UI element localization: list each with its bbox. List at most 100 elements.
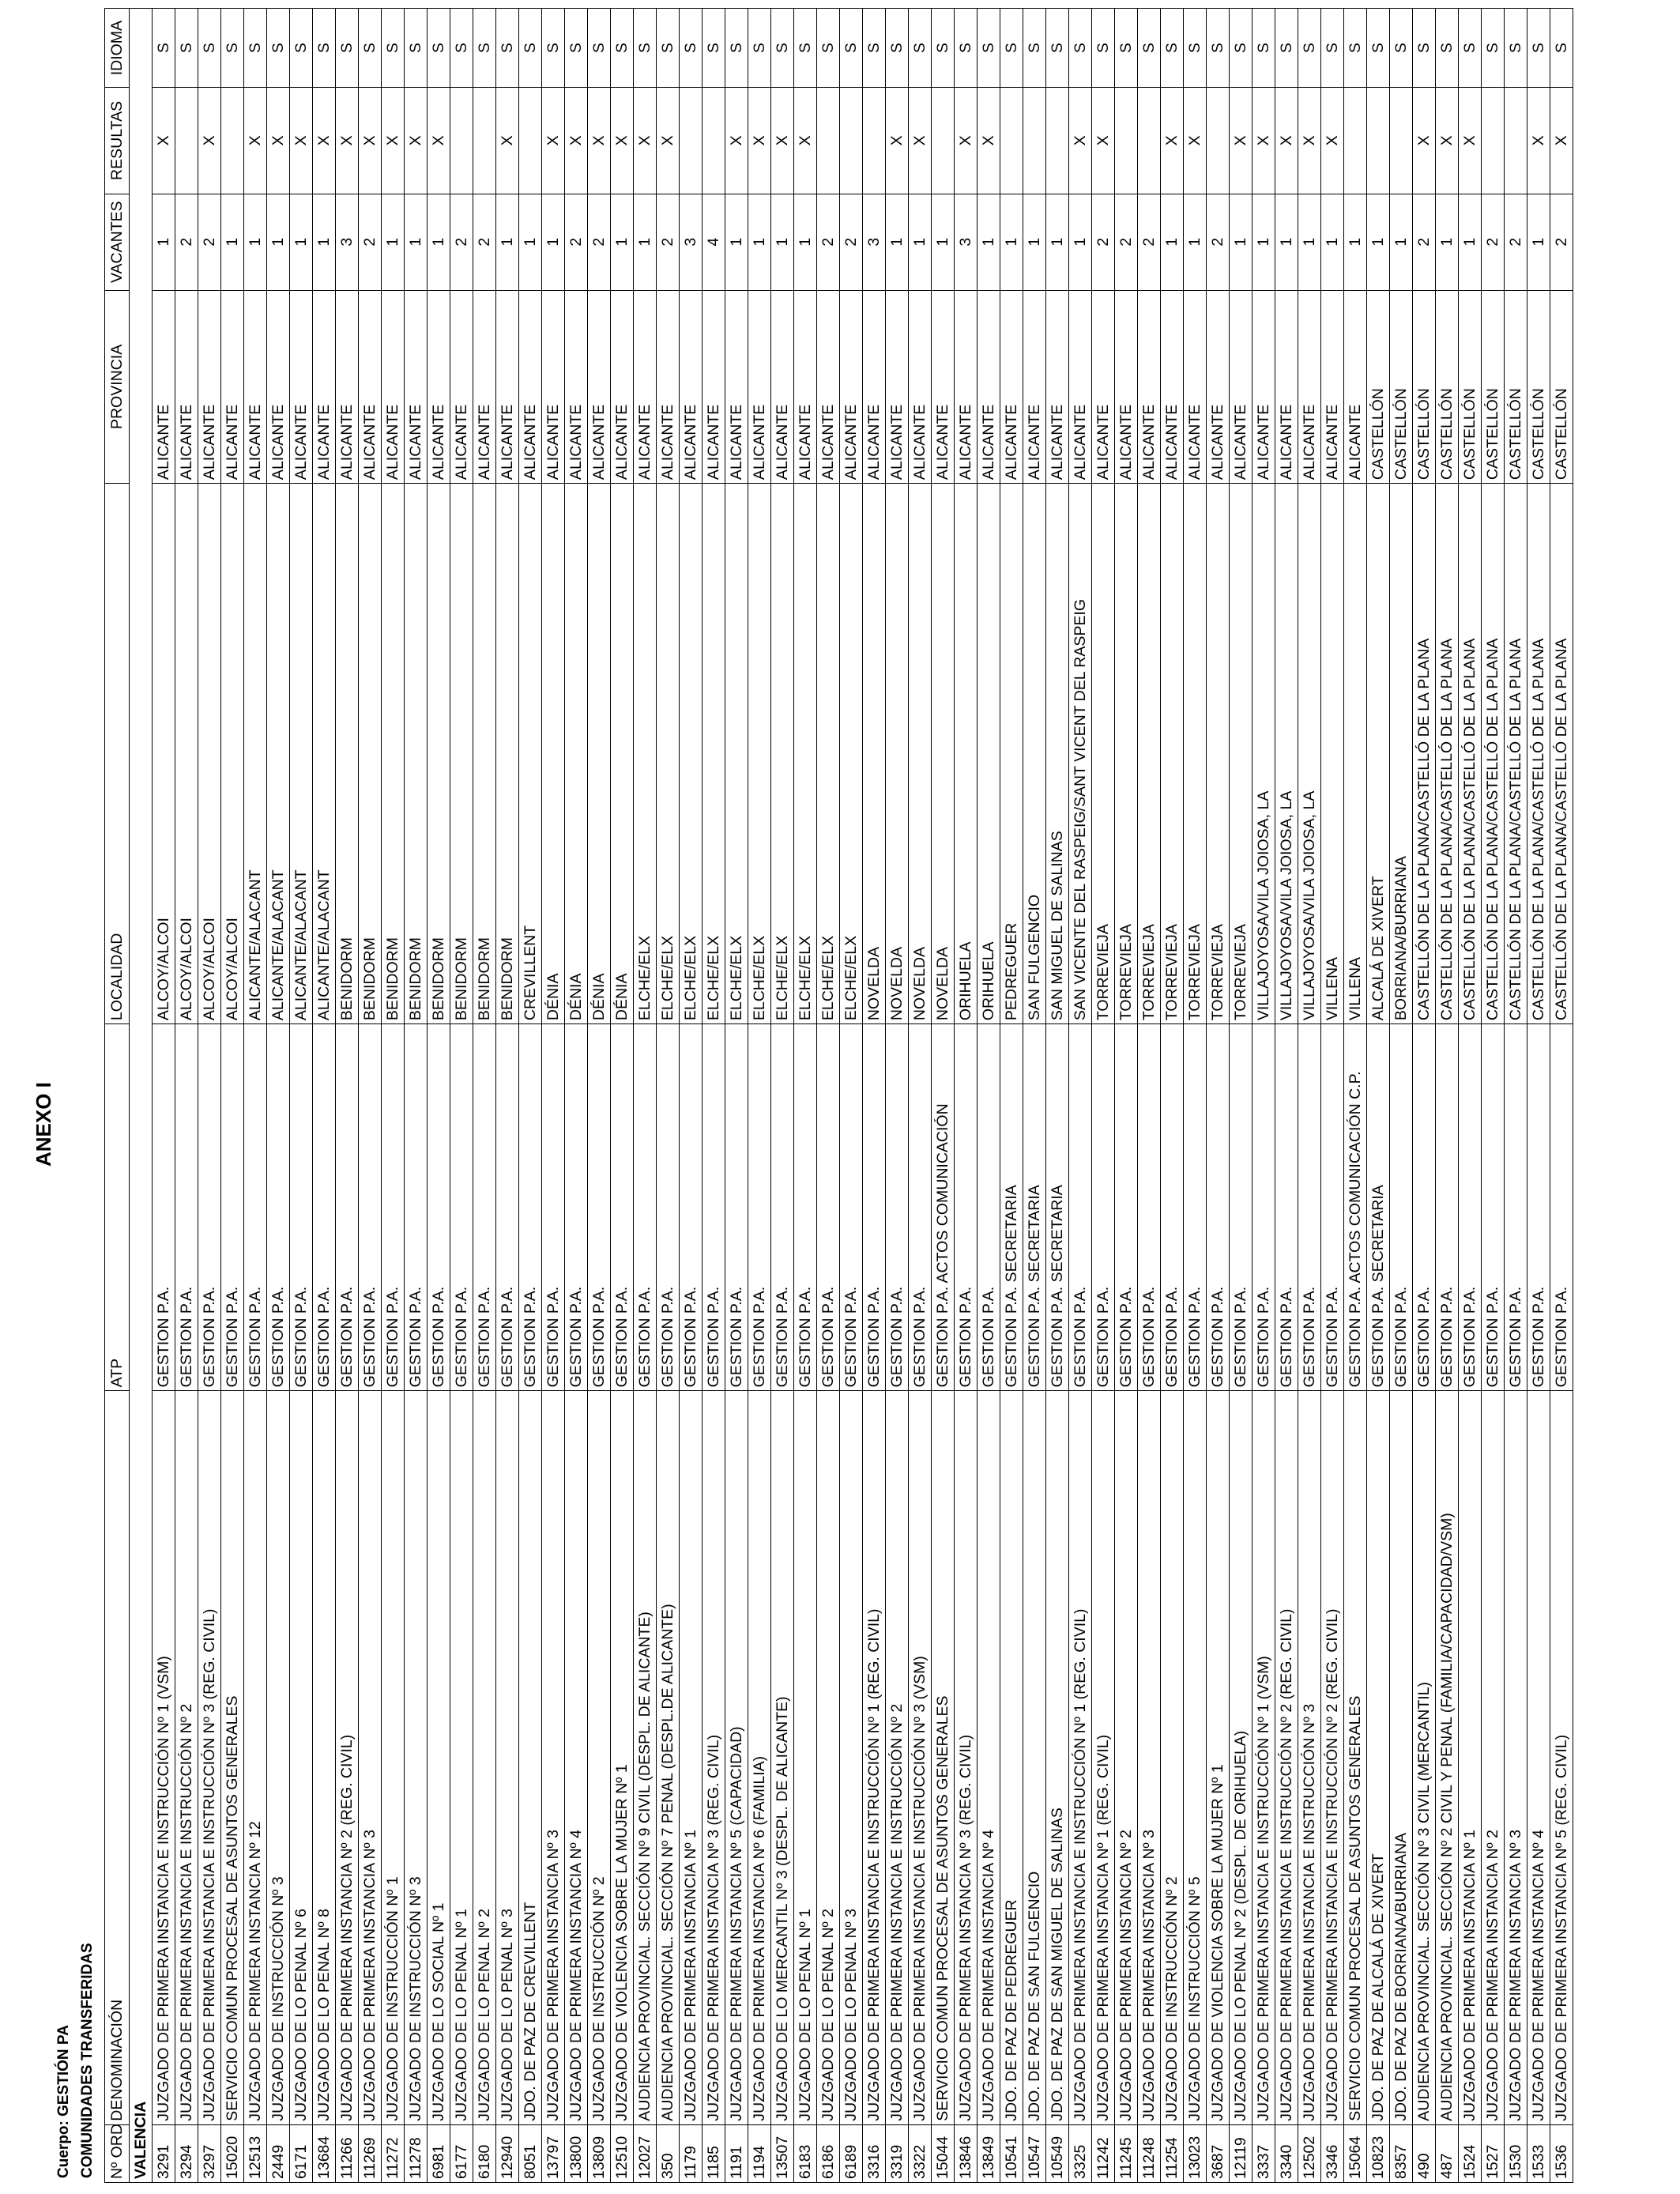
cell-orden: 6183 — [793, 2124, 817, 2183]
cell-atp: GESTION P.A. — [266, 1023, 290, 1391]
cell-atp: GESTION P.A. ACTOS COMUNICACIÓN — [931, 1023, 955, 1391]
cell-denominacion: JUZGADO DE PRIMERA INSTANCIA Nº 3 — [1504, 1390, 1527, 2125]
table-row: 3316 JUZGADO DE PRIMERA INSTANCIA E INSTR… — [862, 8, 886, 2183]
cell-denominacion: JUZGADO DE PRIMERA INSTANCIA Nº 3 (REG. … — [702, 1390, 725, 2125]
cell-atp: GESTION P.A. — [702, 1023, 725, 1391]
cell-atp: GESTION P.A. — [495, 1023, 519, 1391]
cell-denominacion: JUZGADO DE PRIMERA INSTANCIA E INSTRUCCI… — [152, 1390, 175, 2125]
cell-vacantes: 3 — [862, 194, 886, 291]
cell-idioma: S — [404, 8, 428, 88]
table-row: 11248 JUZGADO DE PRIMERA INSTANCIA Nº 3 GE… — [1137, 8, 1161, 2183]
table-row: 13849 JUZGADO DE PRIMERA INSTANCIA Nº 4 GE… — [977, 8, 1000, 2183]
cell-provincia: ALICANTE — [862, 290, 886, 484]
cell-orden: 15044 — [931, 2124, 955, 2183]
cell-localidad: CASTELLÓN DE LA PLANA/CASTELLÓ DE LA PLA… — [1435, 483, 1459, 1024]
cell-denominacion: AUDIENCIA PROVINCIAL. SECCIÓN Nº 2 CIVIL… — [1435, 1390, 1459, 2125]
cell-denominacion: JUZGADO DE PRIMERA INSTANCIA E INSTRUCCI… — [1068, 1390, 1092, 2125]
cell-provincia: ALICANTE — [679, 290, 703, 484]
cell-provincia: ALICANTE — [1183, 290, 1207, 484]
cell-orden: 1530 — [1504, 2124, 1527, 2183]
cell-denominacion: JUZGADO DE INSTRUCCIÓN Nº 2 — [1160, 1390, 1184, 2125]
cell-idioma: S — [885, 8, 909, 88]
cell-denominacion: JDO. DE PAZ DE ALCALÁ DE XIVERT — [1366, 1390, 1390, 2125]
cell-orden: 3322 — [908, 2124, 932, 2183]
cell-denominacion: JUZGADO DE LO PENAL Nº 1 — [450, 1390, 473, 2125]
table-row: 6189 JUZGADO DE LO PENAL Nº 3 GESTION P.A.… — [839, 8, 863, 2183]
cell-idioma: S — [725, 8, 748, 88]
cell-atp: GESTION P.A. — [977, 1023, 1000, 1391]
cell-resultas: X — [610, 87, 634, 194]
cell-vacantes: 2 — [175, 194, 198, 291]
cell-idioma: S — [1023, 8, 1046, 88]
cell-localidad: PEDREGUER — [1000, 483, 1023, 1024]
cell-atp: GESTION P.A. — [220, 1023, 244, 1391]
cell-atp: GESTION P.A. — [289, 1023, 313, 1391]
cell-denominacion: AUDIENCIA PROVINCIAL. SECCIÓN Nº 3 CIVIL… — [1412, 1390, 1436, 2125]
cell-atp: GESTION P.A. SECRETARIA — [1366, 1023, 1390, 1391]
cell-vacantes: 2 — [198, 194, 221, 291]
cell-orden: 10549 — [1045, 2124, 1069, 2183]
cell-idioma: S — [1045, 8, 1069, 88]
cell-denominacion: JUZGADO DE PRIMERA INSTANCIA E INSTRUCCI… — [862, 1390, 886, 2125]
cell-resultas — [1389, 87, 1413, 194]
table-row: 15020 SERVICIO COMUN PROCESAL DE ASUNTOS … — [220, 8, 244, 2183]
cell-resultas: X — [381, 87, 405, 194]
cell-provincia: ALICANTE — [495, 290, 519, 484]
cell-orden: 1185 — [702, 2124, 725, 2183]
cell-orden: 3291 — [152, 2124, 175, 2183]
table-row: 10541 JDO. DE PAZ DE PEDREGUER GESTION P.A… — [1000, 8, 1023, 2183]
cell-vacantes: 1 — [1527, 194, 1550, 291]
table-row: 13800 JUZGADO DE PRIMERA INSTANCIA Nº 4 GE… — [564, 8, 588, 2183]
cell-orden: 13846 — [954, 2124, 977, 2183]
cell-vacantes: 1 — [1320, 194, 1344, 291]
cell-vacantes: 2 — [1206, 194, 1230, 291]
cell-orden: 6171 — [289, 2124, 313, 2183]
cell-localidad: VILLAJOYOSA/VILA JOIOSA, LA — [1275, 483, 1298, 1024]
table-header-row: Nº ORDEN DENOMINACIÓN ATP LOCALIDAD PROV… — [104, 8, 130, 2183]
cell-vacantes: 1 — [152, 194, 175, 291]
table-row: 6177 JUZGADO DE LO PENAL Nº 1 GESTION P.A.… — [450, 8, 473, 2183]
cell-denominacion: JUZGADO DE PRIMERA INSTANCIA Nº 5 (REG. … — [1550, 1390, 1573, 2125]
cell-vacantes: 1 — [1229, 194, 1252, 291]
table-row: 6171 JUZGADO DE LO PENAL Nº 6 GESTION P.A.… — [289, 8, 313, 2183]
table-row: 3346 JUZGADO DE PRIMERA INSTANCIA E INSTR… — [1320, 8, 1344, 2183]
cell-atp: GESTION P.A. — [610, 1023, 634, 1391]
cell-atp: GESTION P.A. — [725, 1023, 748, 1391]
cell-resultas: X — [587, 87, 611, 194]
table-row: 6981 JUZGADO DE LO SOCIAL Nº 1 GESTION P.A… — [427, 8, 450, 2183]
cell-resultas — [816, 87, 840, 194]
cell-orden: 3294 — [175, 2124, 198, 2183]
table-row: 13797 JUZGADO DE PRIMERA INSTANCIA Nº 3 GE… — [541, 8, 565, 2183]
cell-vacantes: 1 — [770, 194, 794, 291]
cell-idioma: S — [495, 8, 519, 88]
cell-provincia: ALICANTE — [450, 290, 473, 484]
cell-resultas: X — [1527, 87, 1550, 194]
cell-provincia: ALICANTE — [1275, 290, 1298, 484]
cell-resultas — [175, 87, 198, 194]
cell-denominacion: JUZGADO DE PRIMERA INSTANCIA Nº 1 — [679, 1390, 703, 2125]
cell-localidad: ELCHE/ELX — [702, 483, 725, 1024]
cell-provincia: ALICANTE — [725, 290, 748, 484]
cell-localidad: CASTELLÓN DE LA PLANA/CASTELLÓ DE LA PLA… — [1458, 483, 1482, 1024]
cell-idioma: S — [427, 8, 450, 88]
cell-vacantes: 1 — [1045, 194, 1069, 291]
cell-denominacion: JUZGADO DE PRIMERA INSTANCIA Nº 3 — [1137, 1390, 1161, 2125]
cell-orden: 6177 — [450, 2124, 473, 2183]
cell-atp: GESTION P.A. — [1320, 1023, 1344, 1391]
cell-denominacion: SERVICIO COMUN PROCESAL DE ASUNTOS GENER… — [931, 1390, 955, 2125]
vacancies-table: Nº ORDEN DENOMINACIÓN ATP LOCALIDAD PROV… — [104, 8, 1573, 2183]
cell-localidad: VILLENA — [1343, 483, 1367, 1024]
document-title: ANEXO I — [32, 1082, 55, 1167]
cell-localidad: ELCHE/ELX — [816, 483, 840, 1024]
cell-localidad: CREVILLENT — [518, 483, 542, 1024]
cell-idioma: S — [656, 8, 680, 88]
cell-orden: 13800 — [564, 2124, 588, 2183]
cell-atp: GESTION P.A. — [450, 1023, 473, 1391]
cell-atp: GESTION P.A. — [1183, 1023, 1207, 1391]
cell-resultas: X — [1412, 87, 1436, 194]
cell-provincia: ALICANTE — [312, 290, 336, 484]
cell-atp: GESTION P.A. — [1458, 1023, 1482, 1391]
cell-denominacion: JUZGADO DE LO PENAL Nº 2 (DESPL. DE ORIH… — [1229, 1390, 1252, 2125]
cell-resultas — [1045, 87, 1069, 194]
cell-denominacion: JUZGADO DE PRIMERA INSTANCIA E INSTRUCCI… — [198, 1390, 221, 2125]
